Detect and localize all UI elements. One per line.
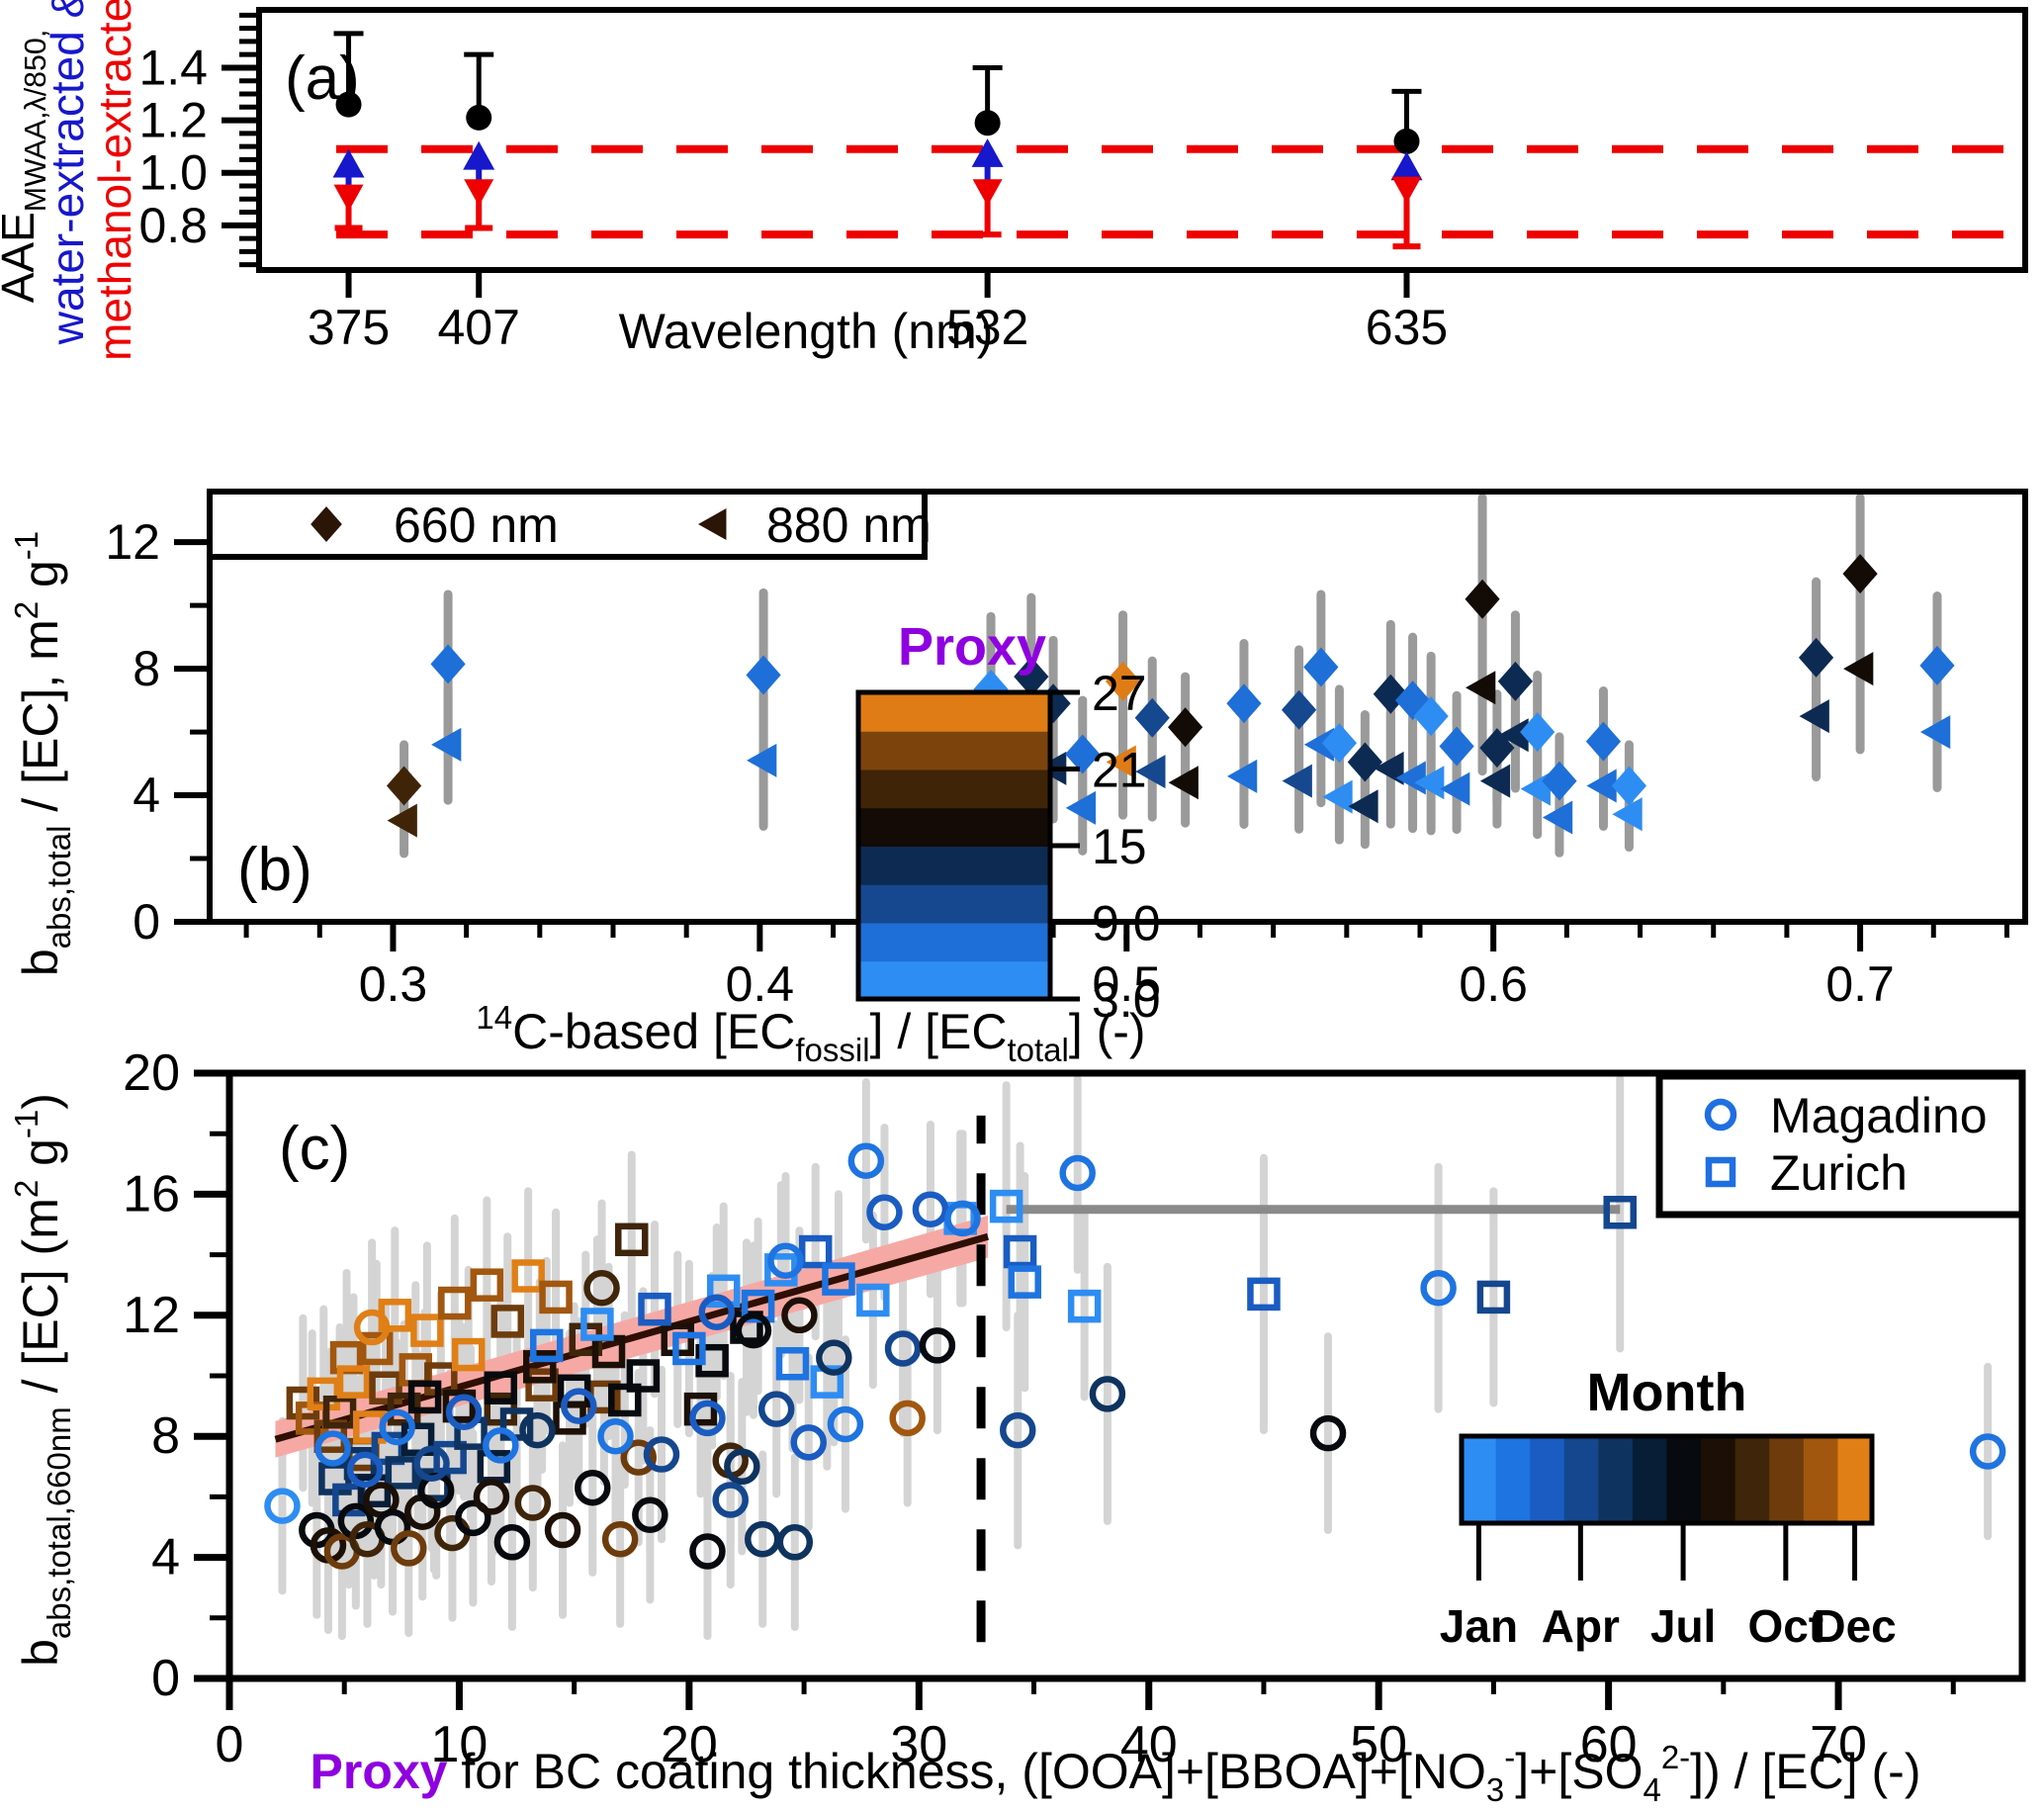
svg-text:70: 70 [1810,1716,1867,1773]
svg-text:407: 407 [438,300,520,355]
panel-b-points [386,554,1955,845]
svg-text:0.6: 0.6 [1459,956,1528,1012]
panel-c-points [264,1142,2006,1570]
panel-c-y-title: babs,total,660nm / [EC] (m2 g-1) [8,1093,77,1667]
svg-text:8: 8 [133,641,160,696]
panel-a-letter: (a) [285,45,360,113]
svg-text:60: 60 [1580,1716,1638,1773]
svg-text:water-extracted &: water-extracted & [42,0,93,345]
svg-text:AAEMWAA,λ/850,: AAEMWAA,λ/850, [0,30,52,304]
panel-b-proxy-colorbar: 27 21 15 9.0 3.0 Proxy [855,617,1161,1028]
svg-text:0.3: 0.3 [359,956,428,1012]
panel-b-letter: (b) [237,836,312,904]
svg-text:0.5: 0.5 [1093,956,1162,1012]
panel-a-series [332,31,1423,250]
svg-text:1.0: 1.0 [138,145,208,201]
proxy-colorbar-title: Proxy [898,617,1046,677]
svg-text:27: 27 [1092,666,1147,721]
svg-text:Oct: Oct [1748,1600,1824,1652]
svg-text:8: 8 [151,1407,180,1465]
svg-text:40: 40 [1120,1716,1178,1773]
svg-text:30: 30 [890,1716,947,1773]
svg-text:16: 16 [123,1165,180,1222]
panel-c-letter: (c) [279,1115,350,1183]
svg-text:12: 12 [105,514,160,570]
legend-880nm-label: 880 nm [766,498,932,553]
svg-text:0: 0 [216,1716,244,1773]
svg-text:0: 0 [133,894,160,950]
svg-text:4: 4 [133,768,160,823]
fit-line [274,1232,989,1443]
svg-text:21: 21 [1092,743,1147,798]
panel-b-frame [207,489,2028,925]
panel-b-y-title: babs,total / [EC], m2 g-1 [8,531,77,976]
svg-text:12: 12 [123,1287,180,1344]
panel-c-frame [225,1069,2026,1682]
panel-b-legend: 660 nm 880 nm [207,489,932,560]
svg-text:10: 10 [431,1716,489,1773]
panel-a-x-title: Wavelength (nm) [619,304,994,359]
svg-text:1.2: 1.2 [138,93,208,148]
legend-660nm-label: 660 nm [394,498,559,553]
panel-a-axes: 0.81.01.21.4 375 407 532 635 [138,12,1448,355]
month-colorbar-title: Month [1587,1363,1747,1422]
panel-c-axes: 0 4 8 12 16 20 0 10 20 30 40 50 60 70 [123,1044,1956,1773]
legend-zurich-label: Zurich [1770,1145,1908,1201]
svg-text:9.0: 9.0 [1092,896,1161,951]
panel-a: 0.81.01.21.4 375 407 532 635 (a) Wavelength (n… [0,0,2028,361]
panel-a-y-title: AAEMWAA,λ/850,water-extracted &methanol-… [0,0,140,361]
svg-text:3.0: 3.0 [1092,972,1161,1028]
panel-b: 0 4 8 12 0.3 0.4 0.5 0.6 0.7 660 nm 880 nm 27 21 15 9.… [8,489,2028,1068]
svg-text:Dec: Dec [1813,1600,1896,1652]
svg-text:635: 635 [1366,300,1448,355]
svg-text:methanol-extracted: methanol-extracted [89,0,140,361]
svg-text:20: 20 [661,1716,718,1773]
svg-text:4: 4 [151,1529,180,1586]
svg-text:375: 375 [308,300,390,355]
panel-b-x-title: 14C-based [ECfossil] / [ECtotal] (-) [476,999,1145,1068]
svg-text:0.8: 0.8 [138,198,208,253]
svg-text:532: 532 [946,300,1028,355]
svg-text:15: 15 [1092,819,1147,874]
svg-text:0.7: 0.7 [1825,956,1895,1012]
panel-a-frame [256,7,2028,273]
legend-magadino-label: Magadino [1770,1088,1988,1143]
svg-text:Apr: Apr [1542,1600,1620,1652]
svg-text:0: 0 [151,1650,180,1707]
svg-text:0.4: 0.4 [726,956,795,1012]
svg-text:20: 20 [123,1044,180,1102]
svg-text:Jan: Jan [1440,1600,1518,1652]
svg-text:Jul: Jul [1650,1600,1716,1652]
svg-text:1.4: 1.4 [138,40,208,95]
svg-text:50: 50 [1350,1716,1407,1773]
panel-c-x-title: Proxy for BC coating thickness, ([OOA]+[… [311,1739,1921,1805]
